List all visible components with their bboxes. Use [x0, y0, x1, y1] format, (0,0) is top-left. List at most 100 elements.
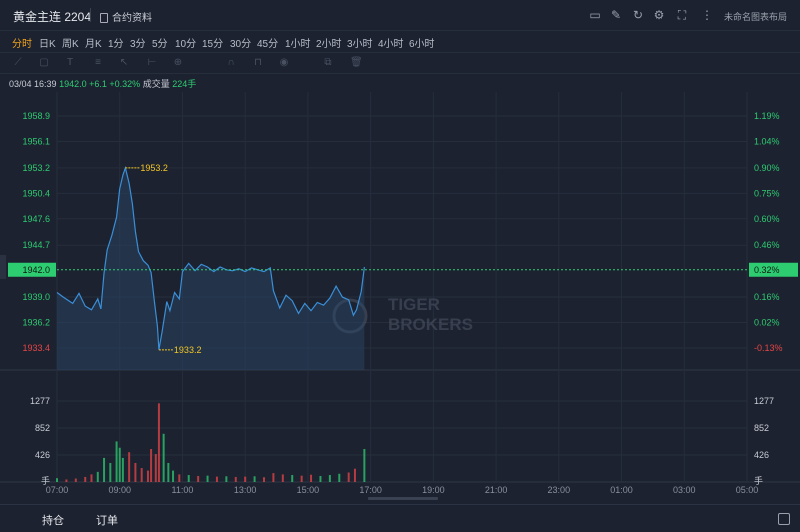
- volume-bar: [206, 475, 209, 482]
- gear-icon[interactable]: ⚙: [653, 8, 665, 22]
- tab-positions[interactable]: 持仓: [42, 515, 64, 527]
- screen-icon[interactable]: ▭: [589, 8, 601, 22]
- interval-tab[interactable]: 30分: [230, 39, 252, 50]
- volume-bar: [225, 476, 228, 482]
- watermark: TIGER BROKERS: [332, 295, 473, 334]
- measure-tool-icon[interactable]: ⊢: [147, 57, 157, 68]
- interval-tab[interactable]: 6小时: [409, 39, 435, 50]
- layout-name[interactable]: 未命名图表布局: [724, 12, 788, 22]
- interval-tab[interactable]: 5分: [152, 39, 168, 50]
- volume-bar: [150, 449, 153, 482]
- timeline-scroll-handle: [368, 497, 438, 500]
- interval-tab[interactable]: 日K: [39, 39, 56, 50]
- x-tick-label: 01:00: [610, 485, 633, 495]
- volume-bar: [115, 441, 118, 482]
- magnet-tool-icon[interactable]: ∩: [227, 57, 235, 68]
- more-icon[interactable]: ⋮: [701, 8, 713, 22]
- price-line-layer: 1942.0 0.32% 1953.2 1933.2: [8, 163, 798, 370]
- y-tick-left: 1956.1: [22, 136, 50, 146]
- page-title: 黄金主连 2204: [13, 10, 92, 24]
- y-tick-right: 1.04%: [754, 136, 780, 146]
- interval-tab[interactable]: 45分: [257, 39, 279, 50]
- volume-bar: [56, 478, 58, 482]
- volume-bar: [272, 473, 275, 482]
- interval-tab[interactable]: 3小时: [347, 39, 373, 50]
- y-axis: 1958.9 1.19% 1956.1 1.04% 1953.2 0.90% 1950.4 0…: [22, 111, 782, 486]
- interval-tab[interactable]: 周K: [62, 39, 79, 50]
- volume-bar: [84, 476, 87, 482]
- interval-tab[interactable]: 2小时: [316, 39, 342, 50]
- volume-bar: [234, 476, 237, 482]
- low-marker-label: 1933.2: [174, 345, 202, 355]
- contract-info-button[interactable]: 合约资料: [100, 9, 152, 24]
- volume-unit-right: 手: [754, 475, 763, 486]
- volume-bar: [162, 433, 165, 482]
- y-tick-left: 1936.2: [22, 318, 50, 328]
- volume-bar: [154, 454, 157, 482]
- volume-bar: [263, 477, 265, 482]
- text-tool-icon[interactable]: T: [66, 57, 74, 68]
- volume-bar: [353, 468, 356, 482]
- x-tick-label: 17:00: [359, 485, 382, 495]
- y-tick-right: 0.75%: [754, 188, 780, 198]
- trash-tool-icon[interactable]: 🗑: [350, 57, 363, 68]
- volume-bar: [178, 474, 181, 482]
- quote-change: +6.1: [89, 79, 107, 89]
- rect-tool-icon[interactable]: ▢: [39, 57, 49, 68]
- lock-tool-icon[interactable]: ⊓: [254, 57, 262, 68]
- interval-tab[interactable]: 3分: [130, 39, 146, 50]
- watermark-logo-icon: [332, 298, 368, 334]
- x-tick-label: 23:00: [548, 485, 571, 495]
- quote-change-pct: +0.32%: [109, 79, 141, 89]
- volume-bar: [172, 470, 175, 482]
- volume-bar: [74, 478, 77, 482]
- volume-bar: [215, 476, 218, 482]
- y-tick-right: 0.46%: [754, 240, 780, 250]
- zoom-tool-icon[interactable]: ⊕: [173, 57, 183, 68]
- current-price-label: 1942.0: [22, 265, 50, 275]
- x-tick-label: 03:00: [673, 485, 696, 495]
- x-tick-label: 09:00: [108, 485, 131, 495]
- x-tick-label: 21:00: [485, 485, 508, 495]
- fullscreen-icon[interactable]: ⛶: [677, 8, 687, 22]
- volume-bar: [121, 457, 124, 482]
- interval-tab[interactable]: 1小时: [285, 39, 311, 50]
- interval-tab[interactable]: 15分: [202, 39, 224, 50]
- volume-bar: [128, 452, 131, 482]
- interval-tab[interactable]: 10分: [175, 39, 197, 50]
- copy-tool-icon[interactable]: ⧉: [324, 57, 332, 68]
- current-price-badge: [8, 262, 56, 277]
- price-chart[interactable]: TIGER BROKERS 1942.0 0.32% 1953.2 1933.2 19…: [0, 88, 800, 502]
- refresh-icon[interactable]: ↻: [632, 8, 644, 22]
- quote-datetime: 03/04 16:39: [9, 79, 57, 89]
- y-tick-right: 1.19%: [754, 111, 780, 121]
- expand-icon[interactable]: [778, 513, 790, 525]
- sidebar-toggle-handle[interactable]: [0, 255, 6, 279]
- bottom-panel: 持仓 订单: [0, 504, 800, 532]
- interval-tab[interactable]: 4小时: [378, 39, 404, 50]
- x-tick-label: 19:00: [422, 485, 445, 495]
- fib-tool-icon[interactable]: ≡: [95, 57, 101, 68]
- interval-tab[interactable]: 分时: [12, 39, 32, 50]
- x-tick-label: 13:00: [234, 485, 257, 495]
- volume-bar: [253, 476, 256, 482]
- volume-tick-right: 852: [754, 423, 769, 433]
- line-tool-icon[interactable]: ⟋: [14, 57, 22, 68]
- volume-bar: [347, 472, 350, 482]
- tab-orders[interactable]: 订单: [96, 515, 118, 527]
- eye-tool-icon[interactable]: ◉: [279, 57, 289, 68]
- current-pct-badge: [749, 262, 798, 277]
- volume-tick-right: 426: [754, 450, 769, 460]
- quote-line: 03/04 16:39 1942.0 +6.1 +0.32% 成交量 224手: [9, 77, 196, 90]
- x-tick-label: 07:00: [46, 485, 69, 495]
- volume-bar: [96, 471, 99, 482]
- cursor-tool-icon[interactable]: ↖: [119, 57, 129, 68]
- edit-icon[interactable]: ✎: [610, 8, 622, 22]
- y-tick-right: 0.16%: [754, 292, 780, 302]
- volume-bar: [319, 475, 322, 482]
- y-tick-left: 1939.0: [22, 292, 50, 302]
- interval-tab[interactable]: 1分: [108, 39, 124, 50]
- chart-grid: [0, 92, 800, 483]
- interval-tab[interactable]: 月K: [85, 39, 102, 50]
- volume-bar: [197, 475, 200, 482]
